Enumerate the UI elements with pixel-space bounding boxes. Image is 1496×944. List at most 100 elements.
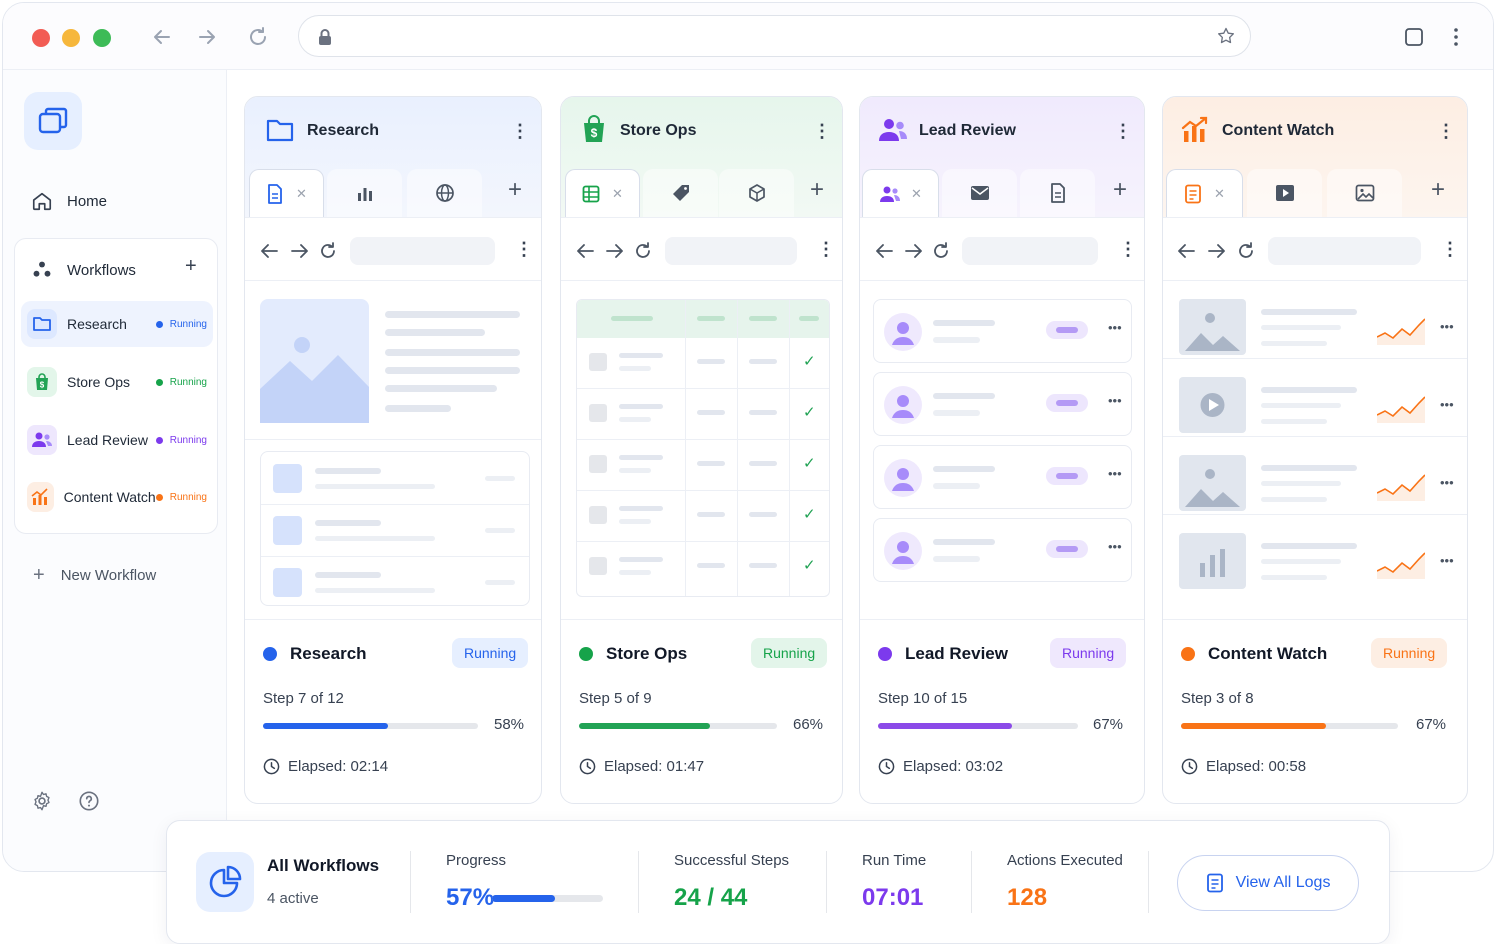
windows-logo-icon xyxy=(38,107,68,134)
panel-menu-icon[interactable]: ⋮ xyxy=(1114,121,1132,141)
sidebar-item-store-ops[interactable]: $ Store Ops Running xyxy=(21,359,213,405)
tab-chart[interactable] xyxy=(327,169,402,217)
panel-address-menu-icon[interactable]: ⋮ xyxy=(1441,239,1459,259)
address-bar[interactable] xyxy=(298,15,1251,57)
progress-bar xyxy=(878,723,1078,729)
new-tab-plus-icon[interactable]: + xyxy=(809,176,824,203)
panel-url-input[interactable] xyxy=(1268,237,1421,265)
sidebar-item-research[interactable]: Research Running xyxy=(21,301,213,347)
more-icon[interactable]: ••• xyxy=(1440,553,1454,568)
video-thumbnail-icon xyxy=(1179,377,1246,433)
tab-document[interactable] xyxy=(1020,169,1095,217)
tab-close-icon[interactable]: ✕ xyxy=(1214,185,1225,201)
forward-arrow-icon[interactable] xyxy=(1207,243,1225,259)
more-icon[interactable]: ••• xyxy=(1108,320,1122,335)
reload-icon[interactable] xyxy=(932,242,950,260)
list-item[interactable]: ••• xyxy=(873,445,1132,509)
panel-url-input[interactable] xyxy=(350,237,495,265)
back-arrow-icon[interactable] xyxy=(1178,243,1196,259)
tab-table[interactable]: ✕ xyxy=(565,169,640,217)
folder-icon xyxy=(266,119,294,142)
reload-icon[interactable] xyxy=(246,25,270,49)
sidebar-item-lead-review[interactable]: Lead Review Running xyxy=(21,417,213,463)
tab-mail[interactable] xyxy=(942,169,1017,217)
more-icon[interactable]: ••• xyxy=(1440,319,1454,334)
list-item[interactable]: ••• xyxy=(1163,281,1467,359)
sidebar-item-label: Research xyxy=(67,316,127,332)
bar-chart-icon xyxy=(357,188,372,201)
gear-icon[interactable] xyxy=(31,790,53,812)
more-icon[interactable]: ••• xyxy=(1108,466,1122,481)
back-arrow-icon[interactable] xyxy=(261,243,279,259)
panel-menu-icon[interactable]: ⋮ xyxy=(813,121,831,141)
tab-contacts[interactable]: ✕ xyxy=(862,169,939,217)
reload-icon[interactable] xyxy=(319,242,337,260)
new-tab-plus-icon[interactable]: + xyxy=(507,176,522,203)
forward-arrow-icon[interactable] xyxy=(904,243,922,259)
list-item[interactable]: ••• xyxy=(1163,515,1467,593)
panel-address-menu-icon[interactable]: ⋮ xyxy=(515,239,533,259)
browser-menu-icon[interactable] xyxy=(1449,27,1463,47)
maximize-window-button[interactable] xyxy=(93,29,111,47)
back-arrow-icon[interactable] xyxy=(150,25,174,49)
tab-overview-icon[interactable] xyxy=(1404,27,1424,47)
reload-icon[interactable] xyxy=(1237,242,1255,260)
minimize-window-button[interactable] xyxy=(62,29,80,47)
panel-header: Content Watch ⋮ ✕ + xyxy=(1163,97,1467,217)
panel-url-input[interactable] xyxy=(962,237,1098,265)
tab-document[interactable]: ✕ xyxy=(1166,169,1243,217)
help-icon[interactable] xyxy=(78,790,100,812)
new-tab-plus-icon[interactable]: + xyxy=(1112,176,1127,203)
new-tab-plus-icon[interactable]: + xyxy=(1430,176,1445,203)
table-row: ✓ xyxy=(577,542,829,593)
sidebar: Home Workflows + Research Running $ Stor… xyxy=(3,70,227,871)
nav-home[interactable]: Home xyxy=(31,190,107,212)
forward-arrow-icon[interactable] xyxy=(290,243,308,259)
more-icon[interactable]: ••• xyxy=(1108,393,1122,408)
panel-menu-icon[interactable]: ⋮ xyxy=(511,121,529,141)
tab-web[interactable] xyxy=(407,169,482,217)
list-item[interactable]: ••• xyxy=(873,299,1132,363)
reload-icon[interactable] xyxy=(634,242,652,260)
tab-close-icon[interactable]: ✕ xyxy=(911,185,922,201)
panel-address-menu-icon[interactable]: ⋮ xyxy=(817,239,835,259)
more-icon[interactable]: ••• xyxy=(1108,539,1122,554)
list-item[interactable]: ••• xyxy=(1163,359,1467,437)
panel-address-menu-icon[interactable]: ⋮ xyxy=(1119,239,1137,259)
list-item[interactable]: ••• xyxy=(873,518,1132,582)
list-item[interactable]: ••• xyxy=(873,372,1132,436)
tab-tag[interactable] xyxy=(643,169,718,217)
folder-icon xyxy=(27,309,57,339)
status-dot xyxy=(263,647,277,661)
tab-package[interactable] xyxy=(719,169,794,217)
back-arrow-icon[interactable] xyxy=(876,243,894,259)
svg-text:$: $ xyxy=(591,126,598,140)
forward-arrow-icon[interactable] xyxy=(195,25,219,49)
view-all-logs-button[interactable]: View All Logs xyxy=(1177,855,1359,911)
status-dot xyxy=(878,647,892,661)
star-icon[interactable] xyxy=(1216,26,1236,46)
tab-close-icon[interactable]: ✕ xyxy=(296,185,307,201)
new-workflow-button[interactable]: + New Workflow xyxy=(33,564,156,587)
more-icon[interactable]: ••• xyxy=(1440,475,1454,490)
panel-url-input[interactable] xyxy=(665,237,797,265)
close-window-button[interactable] xyxy=(32,29,50,47)
forward-arrow-icon[interactable] xyxy=(605,243,623,259)
list-item[interactable]: ••• xyxy=(1163,437,1467,515)
progress-percent: 58% xyxy=(494,716,525,733)
more-icon[interactable]: ••• xyxy=(1440,397,1454,412)
plus-icon: + xyxy=(33,564,45,586)
status-badge: Running xyxy=(1050,638,1127,668)
tab-document[interactable]: ✕ xyxy=(249,169,324,217)
panel-menu-icon[interactable]: ⋮ xyxy=(1437,121,1455,141)
sidebar-item-content-watch[interactable]: Content Watch Running xyxy=(21,474,213,520)
add-workflow-plus-icon[interactable]: + xyxy=(185,255,197,277)
panel-status: Research Running Step 7 of 12 58% Elapse… xyxy=(245,619,541,803)
workflow-panel-lead-review: Lead Review ⋮ ✕ + ⋮ xyxy=(859,96,1145,804)
tab-video[interactable] xyxy=(1247,169,1322,217)
back-arrow-icon[interactable] xyxy=(577,243,595,259)
tab-close-icon[interactable]: ✕ xyxy=(612,185,623,201)
panel-status: Store Ops Running Step 5 of 9 66% Elapse… xyxy=(561,619,842,803)
tab-image[interactable] xyxy=(1327,169,1402,217)
workflows-header[interactable]: Workflows xyxy=(31,259,136,281)
